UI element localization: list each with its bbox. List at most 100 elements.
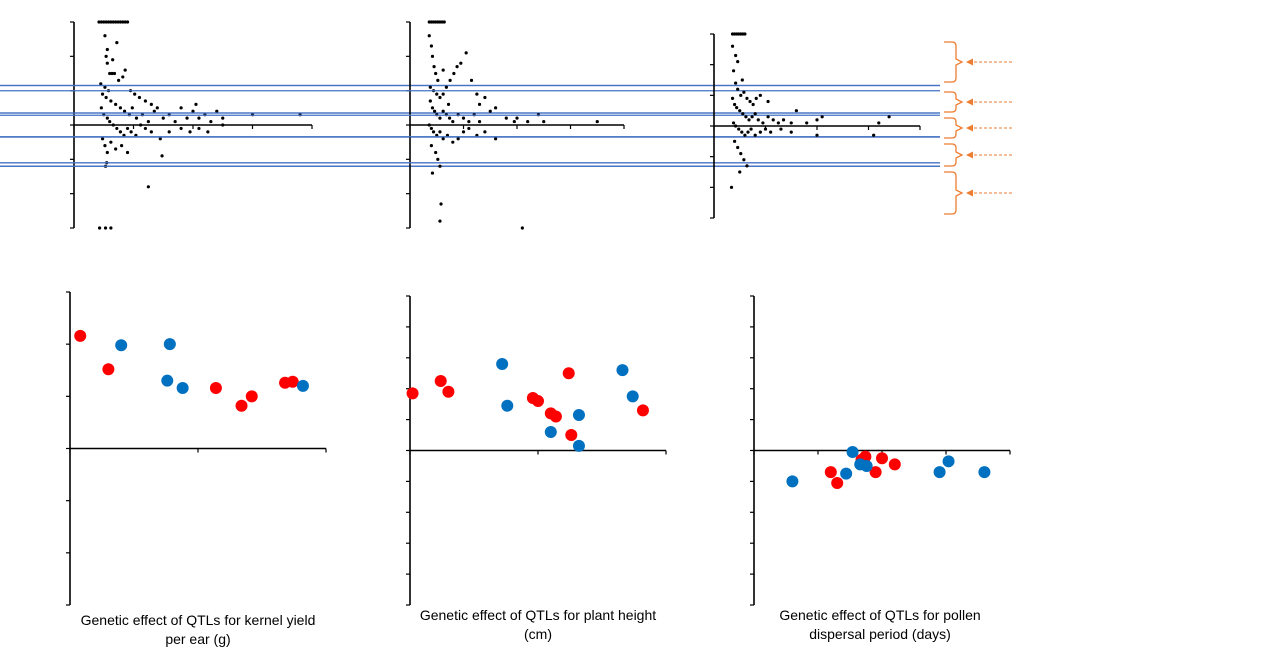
data-point bbox=[109, 20, 113, 24]
bracket bbox=[944, 171, 964, 215]
data-point-red bbox=[434, 374, 447, 387]
data-point bbox=[779, 127, 783, 131]
data-point bbox=[448, 78, 452, 82]
data-point-red bbox=[636, 404, 649, 417]
data-point bbox=[477, 102, 482, 106]
data-point bbox=[455, 65, 459, 69]
chart-panel bbox=[0, 32, 940, 219]
data-point bbox=[763, 127, 768, 131]
data-point bbox=[805, 121, 809, 125]
data-point bbox=[446, 102, 451, 106]
data-point bbox=[769, 130, 773, 134]
data-point-red bbox=[442, 385, 455, 398]
data-point-red bbox=[209, 381, 222, 394]
data-point bbox=[520, 226, 524, 230]
data-point bbox=[742, 158, 746, 162]
data-point bbox=[469, 78, 474, 82]
data-point bbox=[595, 119, 599, 124]
chart-panel bbox=[0, 20, 940, 230]
data-point bbox=[461, 130, 466, 134]
data-point-blue bbox=[176, 381, 189, 394]
data-point bbox=[441, 137, 445, 141]
data-point bbox=[747, 118, 751, 122]
data-point bbox=[758, 93, 762, 97]
data-point bbox=[429, 126, 433, 131]
data-point bbox=[736, 87, 740, 91]
data-point bbox=[738, 170, 742, 174]
data-point bbox=[467, 119, 471, 124]
data-point-red bbox=[286, 375, 299, 388]
data-point bbox=[103, 85, 107, 89]
data-point-blue bbox=[840, 467, 853, 480]
data-point bbox=[185, 116, 189, 120]
data-point bbox=[103, 226, 108, 230]
data-point bbox=[438, 95, 442, 100]
data-point bbox=[438, 219, 442, 223]
data-point bbox=[428, 99, 432, 103]
data-point bbox=[475, 92, 479, 96]
data-point-blue bbox=[860, 459, 873, 472]
data-point bbox=[776, 121, 780, 125]
bracket bbox=[944, 143, 964, 167]
data-point bbox=[104, 54, 108, 58]
data-point bbox=[494, 106, 498, 110]
data-point bbox=[459, 61, 463, 65]
data-point bbox=[442, 20, 446, 24]
data-point-red bbox=[888, 458, 901, 471]
data-point bbox=[100, 92, 105, 96]
data-point bbox=[789, 121, 793, 125]
data-point bbox=[221, 116, 225, 120]
data-point-blue bbox=[501, 399, 514, 412]
data-point bbox=[146, 119, 150, 124]
data-point bbox=[748, 99, 752, 104]
data-point-blue bbox=[572, 439, 585, 452]
data-point bbox=[114, 102, 118, 106]
data-point bbox=[105, 150, 109, 155]
data-point bbox=[137, 95, 142, 100]
data-point bbox=[106, 20, 111, 24]
data-point bbox=[758, 130, 762, 134]
data-point-blue bbox=[496, 357, 509, 370]
data-point bbox=[191, 109, 195, 113]
annotations bbox=[944, 41, 1012, 215]
x-axis-title: Genetic effect of QTLs for kernel yield p… bbox=[81, 612, 316, 647]
data-point bbox=[741, 112, 745, 116]
data-point bbox=[436, 78, 440, 82]
data-point bbox=[877, 121, 881, 125]
data-point bbox=[781, 118, 786, 122]
data-point-blue bbox=[626, 390, 639, 403]
data-point bbox=[761, 121, 765, 125]
data-point bbox=[117, 78, 121, 82]
data-point bbox=[121, 20, 125, 24]
data-point bbox=[118, 130, 123, 134]
data-point bbox=[125, 150, 130, 155]
data-point bbox=[461, 116, 466, 120]
data-point bbox=[729, 185, 734, 189]
data-point-red bbox=[532, 395, 544, 408]
data-point-red bbox=[562, 367, 575, 380]
x-axis-title: Genetic effect of QTLs for pollen dispers… bbox=[779, 607, 980, 642]
data-point bbox=[133, 92, 137, 96]
data-point bbox=[820, 115, 824, 119]
data-point bbox=[731, 69, 736, 73]
data-point bbox=[105, 47, 109, 52]
data-point bbox=[429, 44, 433, 48]
data-point bbox=[121, 75, 125, 79]
bracket bbox=[944, 117, 964, 139]
data-point-red bbox=[102, 363, 115, 376]
data-point bbox=[441, 109, 445, 113]
data-point bbox=[734, 81, 738, 85]
data-point bbox=[118, 20, 123, 24]
data-point bbox=[160, 154, 164, 158]
data-point bbox=[756, 118, 760, 122]
x-axis-title: Genetic effect of QTLs for plant height(… bbox=[420, 607, 656, 642]
data-point bbox=[467, 126, 471, 131]
data-point bbox=[427, 34, 431, 38]
data-point bbox=[104, 20, 108, 24]
data-point bbox=[103, 34, 107, 38]
data-point bbox=[488, 109, 492, 113]
data-point bbox=[794, 109, 799, 113]
data-point bbox=[129, 130, 133, 134]
data-point bbox=[766, 99, 770, 104]
data-point bbox=[441, 92, 445, 96]
